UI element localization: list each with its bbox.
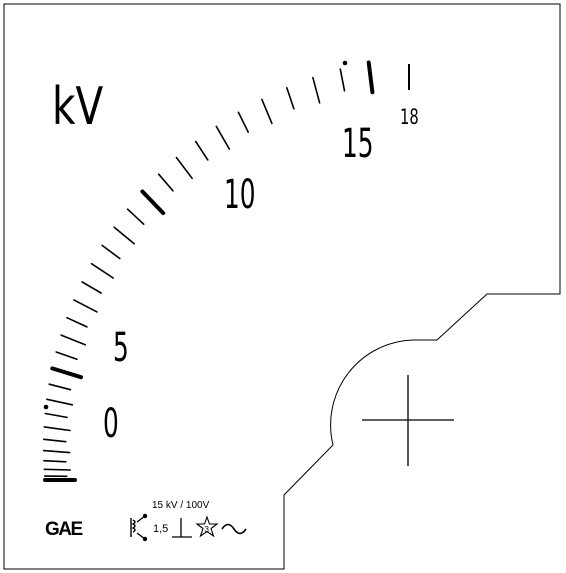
minor-tick	[43, 426, 71, 432]
minor-tick	[113, 226, 135, 245]
major-tick	[50, 366, 83, 380]
overload-label: 18	[400, 105, 419, 129]
minor-tick	[157, 173, 174, 192]
transformer-icon	[130, 513, 148, 542]
minor-tick	[215, 125, 231, 150]
minor-tick	[285, 87, 295, 110]
minor-tick	[175, 156, 193, 180]
minor-tick	[194, 140, 209, 161]
rating-text: 15 kV / 100V	[152, 500, 210, 511]
minor-tick	[126, 208, 145, 225]
zero-dot	[43, 404, 49, 410]
minor-tick	[73, 299, 98, 313]
scale-label-0: 0	[103, 400, 119, 447]
scale-label-10: 10	[224, 171, 256, 218]
minor-tick	[237, 111, 249, 133]
minor-tick	[42, 449, 71, 454]
unit-label: kV	[52, 76, 103, 136]
minor-tick	[43, 468, 71, 471]
minor-tick	[261, 98, 273, 125]
minor-tick	[339, 68, 346, 92]
minor-tick	[55, 351, 78, 361]
plate-outline	[3, 3, 561, 570]
major-tick	[366, 60, 375, 95]
minor-tick	[48, 383, 72, 391]
minor-tick	[42, 438, 67, 443]
scale-label-15: 15	[342, 120, 374, 167]
svg-text:GAE: GAE	[45, 519, 83, 540]
test-voltage-star-icon: 3	[195, 515, 219, 538]
ac-symbol-icon	[221, 523, 247, 535]
vertical-mount-icon	[172, 518, 192, 538]
minor-tick	[66, 316, 88, 328]
minor-tick	[60, 334, 86, 346]
scale-label-5: 5	[113, 324, 129, 371]
major-tick	[140, 189, 166, 216]
minor-tick	[46, 398, 74, 406]
minor-tick	[44, 412, 68, 419]
minor-tick	[312, 76, 321, 104]
minor-tick	[81, 281, 102, 294]
gae-logo: GAE	[45, 519, 84, 540]
scale-ticks	[42, 60, 375, 482]
accuracy-class: 1,5	[153, 523, 168, 535]
minor-tick	[101, 244, 121, 260]
minor-tick	[90, 262, 114, 279]
end-dot	[342, 60, 348, 66]
minor-tick	[43, 459, 67, 463]
svg-text:3: 3	[205, 525, 210, 534]
